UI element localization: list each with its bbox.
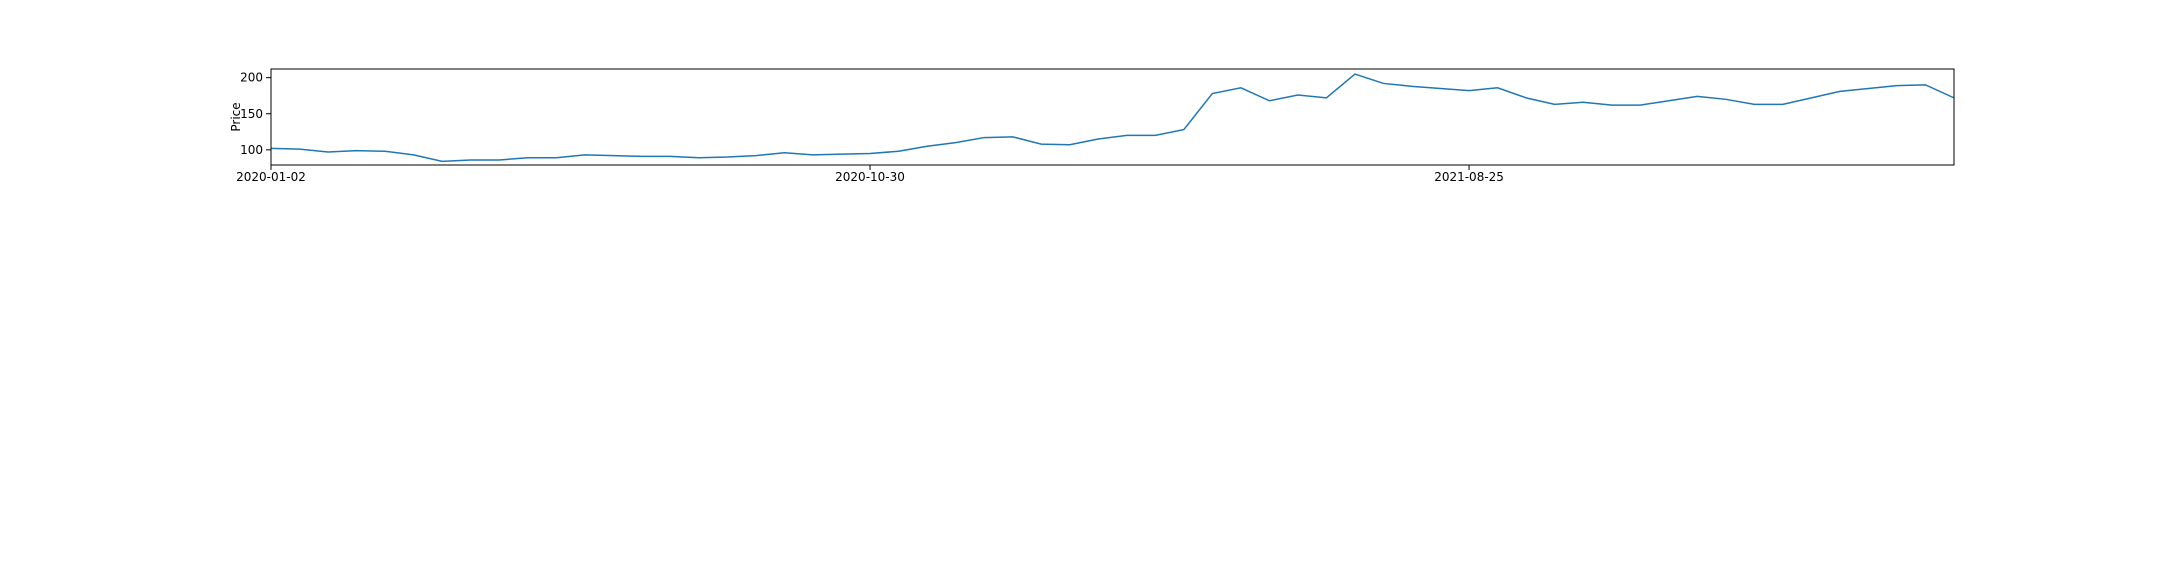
y-tick-label: 150 <box>240 107 263 121</box>
x-tick-label: 2020-10-30 <box>835 170 905 184</box>
price-line <box>270 73 1955 163</box>
plot-frame <box>270 68 1955 166</box>
x-tick-label: 2021-08-25 <box>1434 170 1504 184</box>
y-tick-label: 100 <box>240 143 263 157</box>
y-axis-label: Price <box>229 102 243 131</box>
y-tick-label: 200 <box>240 71 263 85</box>
x-tick-label: 2020-01-02 <box>236 170 306 184</box>
